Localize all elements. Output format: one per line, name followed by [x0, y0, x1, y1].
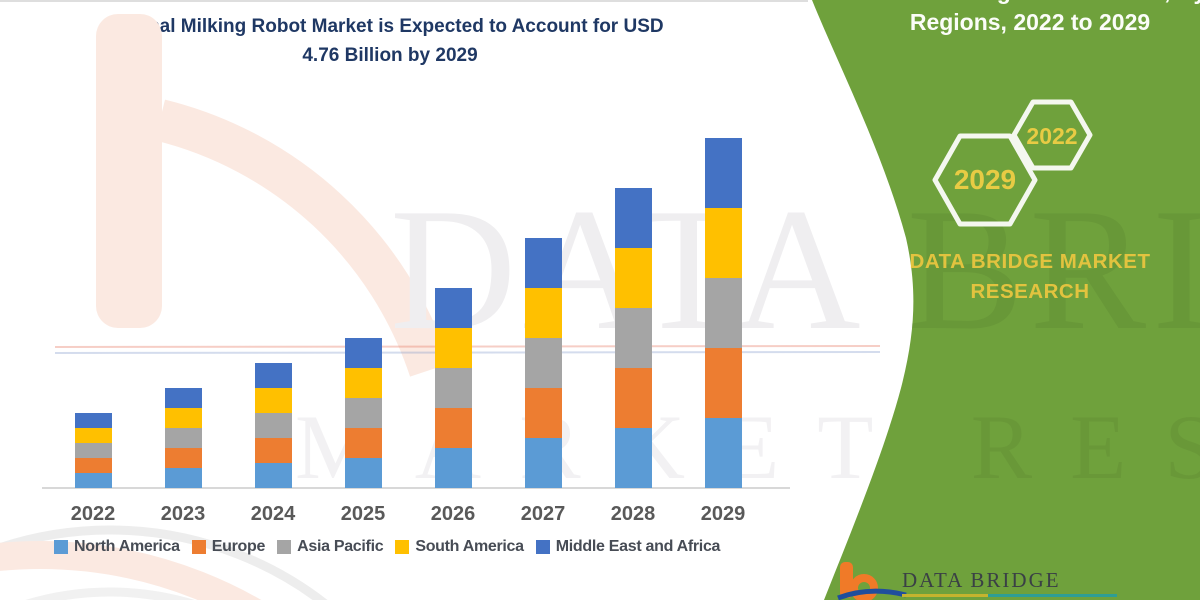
bar-segment-2022-middle-east-and-africa: [74, 413, 112, 428]
bar-segment-2023-north-america: [164, 468, 202, 488]
green-side-panel: [812, 0, 1200, 600]
legend-label-south-america: South America: [415, 538, 524, 555]
bar-segment-2023-south-america: [164, 408, 202, 429]
chart-legend: North America Europe Asia Pacific South Ame…: [54, 538, 720, 556]
hexagon-2022-outline: [1011, 99, 1093, 171]
peach-b-watermark: [96, 14, 450, 377]
panel-heading-line2: Regions, 2022 to 2029: [909, 9, 1151, 35]
bar-segment-2026-europe: [434, 408, 472, 448]
bar-segment-2026-middle-east-and-africa: [434, 288, 472, 329]
x-axis-label-2027: 2027: [520, 503, 566, 525]
footer-brand-underline: [902, 594, 1117, 597]
bar-segment-2024-asia-pacific: [254, 413, 292, 438]
bar-segment-2029-europe: [704, 348, 742, 419]
legend-label-middle-east-and-africa: Middle East and Africa: [555, 538, 721, 555]
panel-heading: Global Milking Robot Market, By Regions,…: [850, 0, 1200, 38]
chart-title-line1: Global Milking Robot Market is Expected …: [116, 16, 664, 37]
x-axis-label-2026: 2026: [430, 503, 476, 525]
legend-label-north-america: North America: [74, 538, 180, 555]
legend-item-asia-pacific: Asia Pacific: [277, 538, 384, 556]
bar-segment-2022-south-america: [74, 428, 112, 443]
legend-item-middle-east-and-africa: Middle East and Africa: [535, 538, 721, 556]
bar-segment-2025-asia-pacific: [344, 398, 382, 429]
bar-segment-2027-south-america: [524, 288, 562, 339]
bar-segment-2022-asia-pacific: [74, 443, 112, 458]
x-axis-label-2025: 2025: [340, 503, 386, 525]
bar-segment-2029-middle-east-and-africa: [704, 138, 742, 209]
bar-segment-2026-north-america: [434, 448, 472, 488]
x-axis-line: [42, 487, 790, 489]
bar-segment-2024-north-america: [254, 463, 292, 488]
legend-swatch-europe: [191, 540, 206, 554]
bar-segment-2028-middle-east-and-africa: [614, 188, 652, 249]
bar-segment-2028-south-america: [614, 248, 652, 309]
chart-title-line2: 4.76 Billion by 2029: [302, 45, 478, 66]
bar-segment-2029-south-america: [704, 208, 742, 279]
bar-segment-2023-asia-pacific: [164, 428, 202, 448]
bar-segment-2022-north-america: [74, 473, 112, 488]
chart-title: Global Milking Robot Market is Expected …: [70, 12, 710, 70]
bar-segment-2025-south-america: [344, 368, 382, 399]
top-border-strip: [0, 0, 808, 2]
bar-segment-2028-europe: [614, 368, 652, 429]
bar-segment-2025-north-america: [344, 458, 382, 488]
bar-segment-2025-europe: [344, 428, 382, 458]
x-axis-label-2028: 2028: [610, 503, 656, 525]
legend-label-europe: Europe: [211, 538, 266, 555]
bar-segment-2024-europe: [254, 438, 292, 463]
bar-segment-2026-south-america: [434, 328, 472, 369]
bar-segment-2023-europe: [164, 448, 202, 468]
bar-segment-2023-middle-east-and-africa: [164, 388, 202, 409]
footer-b-logo-icon: [837, 562, 907, 600]
bottom-left-arcs: [0, 525, 328, 600]
bar-segment-2024-middle-east-and-africa: [254, 363, 292, 389]
hexagon-2029-outline: [932, 133, 1038, 227]
legend-item-north-america: North America: [54, 538, 180, 556]
bar-segment-2025-middle-east-and-africa: [344, 338, 382, 369]
x-axis-label-2023: 2023: [160, 503, 206, 525]
bar-segment-2026-asia-pacific: [434, 368, 472, 409]
footer-subbrand-text-clipped: MARKET RESEARCH: [902, 598, 1142, 600]
bar-segment-2028-north-america: [614, 428, 652, 488]
bar-segment-2027-asia-pacific: [524, 338, 562, 389]
legend-label-asia-pacific: Asia Pacific: [297, 538, 384, 555]
panel-brand-line2: RESEARCH: [970, 280, 1090, 303]
bar-segment-2027-middle-east-and-africa: [524, 238, 562, 289]
legend-item-south-america: South America: [395, 538, 524, 556]
bar-segment-2027-europe: [524, 388, 562, 438]
panel-heading-line1-clipped: Global Milking Robot Market, By: [850, 0, 1200, 7]
hexagon-2022-label: 2022: [1026, 123, 1078, 149]
panel-brand-line1: DATA BRIDGE MARKET: [909, 250, 1151, 273]
x-axis-label-2024: 2024: [250, 503, 296, 525]
legend-swatch-asia-pacific: [277, 540, 292, 554]
hexagon-2029-label: 2029: [953, 164, 1017, 195]
panel-brand-text: DATA BRIDGE MARKET RESEARCH: [870, 247, 1190, 307]
bar-segment-2029-north-america: [704, 418, 742, 488]
legend-swatch-middle-east-and-africa: [535, 540, 550, 554]
bar-segment-2028-asia-pacific: [614, 308, 652, 369]
bar-segment-2024-south-america: [254, 388, 292, 414]
x-axis-label-2022: 2022: [70, 503, 116, 525]
bar-segment-2027-north-america: [524, 438, 562, 488]
bar-segment-2029-asia-pacific: [704, 278, 742, 349]
legend-swatch-north-america: [54, 540, 68, 554]
legend-item-europe: Europe: [191, 538, 266, 556]
footer-brand-text: DATA BRIDGE: [902, 568, 1061, 592]
x-axis-label-2029: 2029: [700, 503, 746, 525]
legend-swatch-south-america: [395, 540, 410, 554]
bar-segment-2022-europe: [74, 458, 112, 473]
